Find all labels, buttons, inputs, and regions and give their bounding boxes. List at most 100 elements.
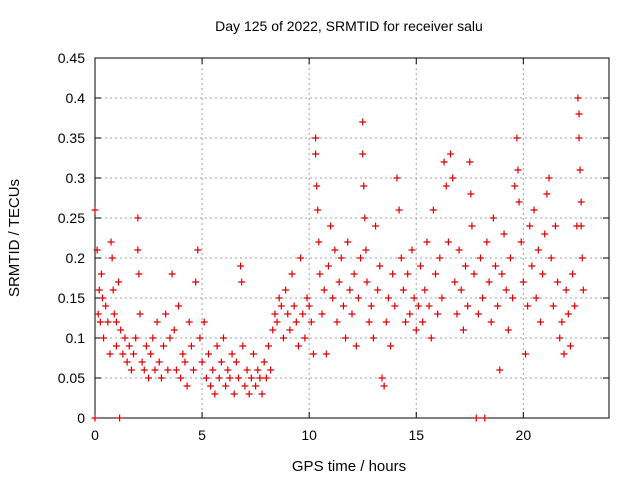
data-point: [179, 350, 187, 358]
data-point: [172, 366, 180, 374]
data-point: [290, 302, 298, 310]
data-point: [196, 334, 204, 342]
data-point: [119, 350, 127, 358]
data-point: [297, 254, 305, 262]
data-point: [363, 278, 371, 286]
data-point: [331, 246, 339, 254]
data-point: [362, 246, 370, 254]
data-point: [106, 350, 114, 358]
data-point: [324, 262, 332, 270]
data-point: [384, 294, 392, 302]
data-point: [316, 270, 324, 278]
data-point: [220, 334, 227, 342]
data-point: [543, 190, 551, 198]
data-point: [509, 294, 517, 302]
data-point: [515, 198, 523, 206]
data-point: [389, 270, 397, 278]
data-point: [190, 366, 198, 374]
data-point: [318, 310, 326, 318]
data-point: [423, 238, 431, 246]
data-point: [275, 294, 283, 302]
data-point: [421, 286, 429, 294]
data-point: [464, 302, 472, 310]
data-point: [408, 246, 416, 254]
data-point: [444, 238, 452, 246]
data-point: [312, 150, 320, 158]
data-point: [149, 334, 157, 342]
data-point: [576, 166, 584, 174]
data-point: [320, 286, 328, 294]
data-point: [485, 278, 493, 286]
data-point: [215, 374, 223, 382]
data-point: [500, 230, 508, 238]
data-point: [237, 262, 245, 270]
data-point: [151, 366, 159, 374]
data-point: [506, 254, 514, 262]
x-tick-label: 15: [408, 427, 424, 443]
data-point: [532, 294, 540, 302]
data-point: [254, 366, 262, 374]
data-point: [579, 286, 587, 294]
data-point: [213, 342, 221, 350]
data-point: [226, 374, 234, 382]
data-point: [95, 286, 103, 294]
data-point: [96, 318, 104, 326]
data-point: [556, 334, 564, 342]
y-tick-label: 0.15: [58, 290, 85, 306]
data-point: [397, 254, 405, 262]
data-point: [354, 294, 362, 302]
data-point: [539, 270, 547, 278]
data-point: [142, 342, 150, 350]
data-point: [498, 270, 506, 278]
data-point: [534, 246, 542, 254]
data-point: [348, 310, 356, 318]
data-point: [545, 174, 553, 182]
data-point: [514, 166, 522, 174]
data-point: [432, 270, 440, 278]
data-point: [312, 134, 320, 142]
data-point: [479, 294, 487, 302]
data-point: [528, 262, 536, 270]
data-point: [511, 182, 519, 190]
data-point: [344, 238, 352, 246]
data-point: [267, 366, 275, 374]
data-point: [217, 358, 225, 366]
data-point: [440, 158, 448, 166]
data-point: [491, 262, 499, 270]
data-point: [395, 206, 403, 214]
data-point: [136, 310, 144, 318]
data-point: [569, 270, 577, 278]
data-point: [98, 294, 106, 302]
data-point: [360, 182, 368, 190]
data-point: [100, 334, 108, 342]
data-point: [279, 334, 287, 342]
data-point: [329, 294, 337, 302]
data-point: [369, 334, 377, 342]
data-point: [162, 310, 170, 318]
data-point: [536, 318, 544, 326]
data-point: [313, 182, 321, 190]
data-point: [130, 350, 138, 358]
data-point: [564, 310, 572, 318]
data-point: [577, 198, 585, 206]
y-tick-label: 0.2: [66, 250, 86, 266]
data-point: [145, 374, 153, 382]
data-point: [301, 334, 309, 342]
data-point: [288, 270, 296, 278]
data-point: [427, 334, 435, 342]
data-point: [547, 254, 555, 262]
data-point: [132, 334, 140, 342]
data-point: [489, 214, 497, 222]
data-point: [249, 350, 257, 358]
data-point: [393, 174, 401, 182]
data-point: [155, 358, 163, 366]
data-point: [474, 310, 482, 318]
data-point: [406, 310, 414, 318]
data-point: [470, 270, 478, 278]
data-point: [185, 318, 193, 326]
data-point: [157, 374, 165, 382]
data-point: [134, 214, 142, 222]
data-point: [575, 110, 583, 118]
data-point: [234, 374, 242, 382]
data-point: [292, 318, 300, 326]
